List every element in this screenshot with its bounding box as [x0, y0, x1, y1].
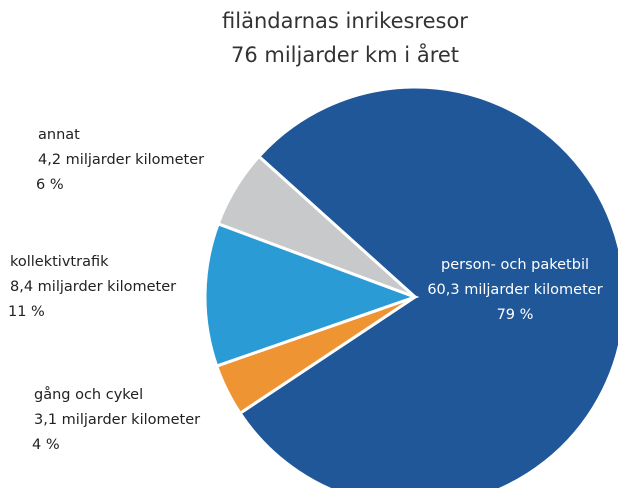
slice-km-label: 8,4 miljarder kilometer — [10, 279, 176, 295]
slice-label: annat — [38, 127, 80, 143]
slice-label: person- och paketbil — [441, 257, 589, 273]
slice-value-label: 11 % — [8, 304, 45, 320]
chart-subtitle: 76 miljarder km i året — [231, 42, 459, 67]
slice-label: kollektivtrafik — [10, 254, 109, 270]
slice-value-label: 79 % — [497, 307, 534, 323]
slice-value-label: 6 % — [36, 177, 64, 193]
pie-slice — [216, 154, 417, 299]
chart-title: filändarnas inrikesresor — [222, 9, 468, 33]
pie-slice — [203, 221, 420, 368]
slice-km-label: 3,1 miljarder kilometer — [34, 412, 200, 428]
slice-value-label: 4 % — [32, 437, 60, 453]
slice-km-label: 60,3 miljarder kilometer — [427, 282, 602, 298]
slice-km-label: 4,2 miljarder kilometer — [38, 152, 204, 168]
slice-label: gång och cykel — [34, 386, 143, 403]
pie-slice — [238, 85, 618, 488]
